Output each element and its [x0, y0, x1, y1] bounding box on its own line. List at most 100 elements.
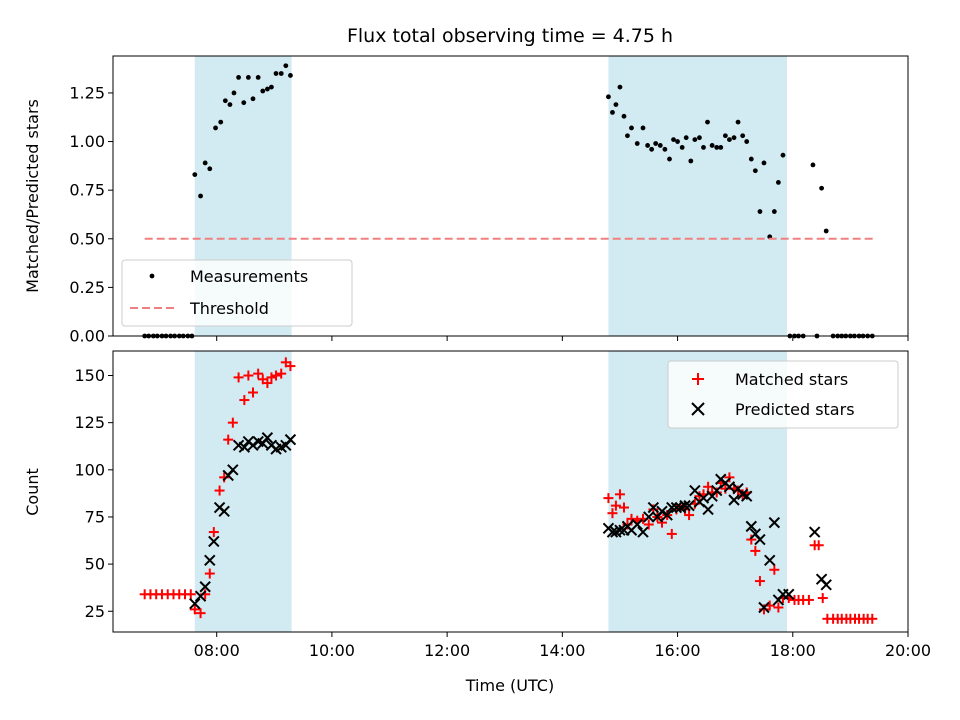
- predicted-stars-point: [218, 505, 230, 518]
- x-stroke-b: [754, 533, 766, 546]
- predicted-stars-point: [683, 499, 695, 512]
- top-legend-frame: [121, 259, 353, 327]
- x-stroke-b: [679, 499, 691, 512]
- bottom-legend: Matched stars Predicted stars: [667, 360, 899, 429]
- measurement-point: [613, 102, 619, 108]
- matched-stars-point: [276, 368, 287, 379]
- x-stroke-b: [631, 518, 643, 531]
- matched-stars-point: [271, 370, 282, 381]
- matched-stars-point: [247, 387, 258, 398]
- x-stroke-b: [815, 573, 828, 585]
- matched-stars-point: [754, 576, 765, 587]
- measurement-point: [250, 96, 256, 102]
- matched-stars-point: [195, 608, 206, 619]
- matched-stars-point: [214, 485, 225, 496]
- matched-stars-point: [243, 370, 254, 381]
- matched-stars-point: [266, 372, 277, 383]
- measurement-point: [662, 146, 668, 152]
- bottom-y-axis-ticks: 25 50 75 100 125 150: [74, 366, 113, 621]
- matched-stars-point: [607, 508, 618, 519]
- x-stroke-b: [218, 505, 230, 518]
- measurement-point: [722, 133, 728, 139]
- predicted-stars-point: [745, 520, 758, 533]
- matched-stars-point: [643, 519, 654, 530]
- matched-stars-point: [803, 594, 814, 605]
- legend-measurements-label: Measurements: [190, 267, 308, 286]
- predicted-stars-point: [723, 481, 736, 493]
- y-tick-label: 150: [74, 366, 105, 385]
- measurement-point: [649, 146, 655, 152]
- measurement-point: [255, 74, 261, 80]
- legend-matched-stars-marker: [692, 373, 704, 385]
- x-stroke-b: [647, 501, 660, 514]
- chart-title: Flux total observing time = 4.75 h: [347, 25, 673, 47]
- y-tick-label: 50: [85, 555, 105, 574]
- matched-stars-point: [189, 604, 200, 615]
- legend-matched-stars-label: Matched stars: [735, 370, 848, 389]
- matched-stars-point: [233, 372, 244, 383]
- matched-stars-point: [603, 493, 614, 504]
- measurement-point: [610, 109, 615, 115]
- x-stroke-b: [697, 492, 710, 504]
- bottom-legend-frame: [667, 360, 899, 429]
- measurement-point: [645, 143, 651, 148]
- y-tick-label: 0.75: [69, 181, 105, 200]
- predicted-stars-point: [702, 503, 714, 516]
- predicted-stars-point: [661, 509, 673, 521]
- bottom-x-axis-ticks: 08:00 10:00 12:00 14:00 16:00 18:00 20:00: [194, 632, 931, 660]
- predicted-stars-point: [227, 464, 239, 476]
- measurement-point: [278, 71, 284, 76]
- predicted-stars-point: [284, 433, 297, 446]
- y-tick-label: 75: [85, 507, 105, 526]
- predicted-stars-point: [666, 501, 678, 514]
- predicted-stars-point: [768, 516, 781, 529]
- measurement-point: [617, 84, 623, 90]
- x-stroke-b: [683, 499, 695, 512]
- matched-stars-point: [684, 510, 695, 521]
- measurement-point: [283, 63, 289, 69]
- top-y-axis-label: Matched/Predicted stars: [23, 99, 42, 293]
- x-stroke-b: [689, 484, 701, 497]
- x-tick-label: 10:00: [309, 641, 355, 660]
- y-tick-label: 1.25: [69, 83, 105, 102]
- measurement-point: [227, 102, 233, 108]
- observing-window-2: [608, 56, 788, 336]
- matched-stars-point: [618, 502, 629, 513]
- y-tick-label: 0.25: [69, 278, 105, 297]
- x-tick-label: 12:00: [424, 641, 470, 660]
- measurement-point: [264, 86, 270, 92]
- measurement-point: [757, 209, 763, 214]
- matched-stars-point: [185, 589, 196, 600]
- predicted-stars-point: [199, 581, 211, 593]
- x-stroke-b: [189, 598, 201, 610]
- matched-stars-point: [746, 534, 757, 545]
- predicted-stars-point: [670, 501, 683, 514]
- y-tick-label: 25: [85, 602, 105, 621]
- x-stroke-b: [783, 588, 795, 600]
- measurement-point: [771, 209, 777, 214]
- y-tick-label: 0.00: [69, 327, 105, 346]
- matched-stars-point: [239, 395, 250, 406]
- y-tick-label: 1.00: [69, 132, 105, 151]
- x-stroke-b: [749, 528, 762, 540]
- predicted-stars-point: [647, 501, 660, 514]
- top-legend: Measurements Threshold: [121, 259, 353, 327]
- measurement-point: [625, 133, 630, 139]
- measurement-point: [692, 137, 698, 143]
- predicted-stars-point: [679, 499, 691, 512]
- measurement-point: [621, 113, 627, 119]
- x-stroke-b: [227, 464, 239, 476]
- matched-stars-point: [262, 378, 273, 389]
- y-tick-label: 0.50: [69, 229, 105, 248]
- measurement-point: [629, 125, 634, 131]
- measurement-point: [202, 160, 208, 166]
- y-tick-label: 125: [74, 413, 105, 432]
- measurement-point: [727, 137, 732, 143]
- predicted-stars-point: [764, 554, 776, 567]
- x-tick-label: 20:00: [885, 641, 931, 660]
- x-stroke-b: [606, 526, 619, 538]
- matched-stars-point: [724, 472, 735, 483]
- measurement-point: [288, 73, 293, 78]
- measurement-point: [709, 143, 715, 148]
- predicted-stars-point: [208, 535, 220, 548]
